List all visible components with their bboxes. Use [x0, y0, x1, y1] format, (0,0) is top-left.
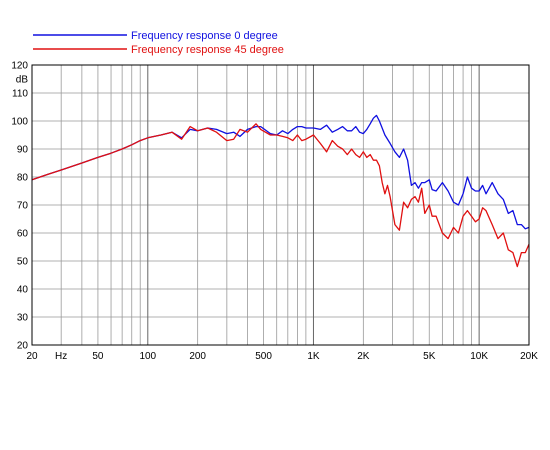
x-tick-label: Hz	[55, 351, 67, 362]
grid	[31, 64, 530, 346]
y-tick-label: 30	[17, 313, 29, 324]
legend-label: Frequency response 45 degree	[131, 44, 284, 56]
x-tick-label: 50	[92, 351, 104, 362]
x-tick-label: 2K	[357, 351, 370, 362]
x-tick-label: 10K	[470, 351, 488, 362]
y-tick-label: 80	[17, 173, 29, 184]
y-axis-unit-label: dB	[16, 75, 29, 86]
plot-frame	[31, 64, 530, 346]
y-tick-label: 70	[17, 201, 29, 212]
x-tick-labels: 20 Hz 50 100 200 500 1K 2K 5K 10K 20K	[26, 351, 538, 362]
y-tick-labels: 20 30 40 50 60 70 80 90 100 110 120	[11, 61, 28, 352]
legend: Frequency response 0 degree Frequency res…	[33, 30, 284, 56]
y-tick-label: 120	[11, 61, 28, 72]
x-tick-label: 500	[255, 351, 272, 362]
x-tick-label: 1K	[307, 351, 320, 362]
y-tick-label: 40	[17, 285, 29, 296]
series-line-45-degree	[31, 123, 530, 268]
x-tick-label: 5K	[423, 351, 436, 362]
legend-label: Frequency response 0 degree	[131, 30, 278, 42]
y-tick-label: 90	[17, 145, 29, 156]
series-line-0-degree	[31, 114, 530, 230]
x-tick-label: 200	[189, 351, 206, 362]
y-tick-label: 50	[17, 257, 29, 268]
y-tick-label: 110	[12, 89, 28, 100]
y-tick-label: 100	[11, 117, 28, 128]
x-tick-label: 100	[139, 351, 156, 362]
x-tick-label: 20	[26, 351, 38, 362]
y-tick-label: 60	[17, 229, 29, 240]
series-lines	[31, 114, 530, 268]
y-tick-label: 20	[17, 341, 29, 352]
x-tick-label: 20K	[520, 351, 538, 362]
